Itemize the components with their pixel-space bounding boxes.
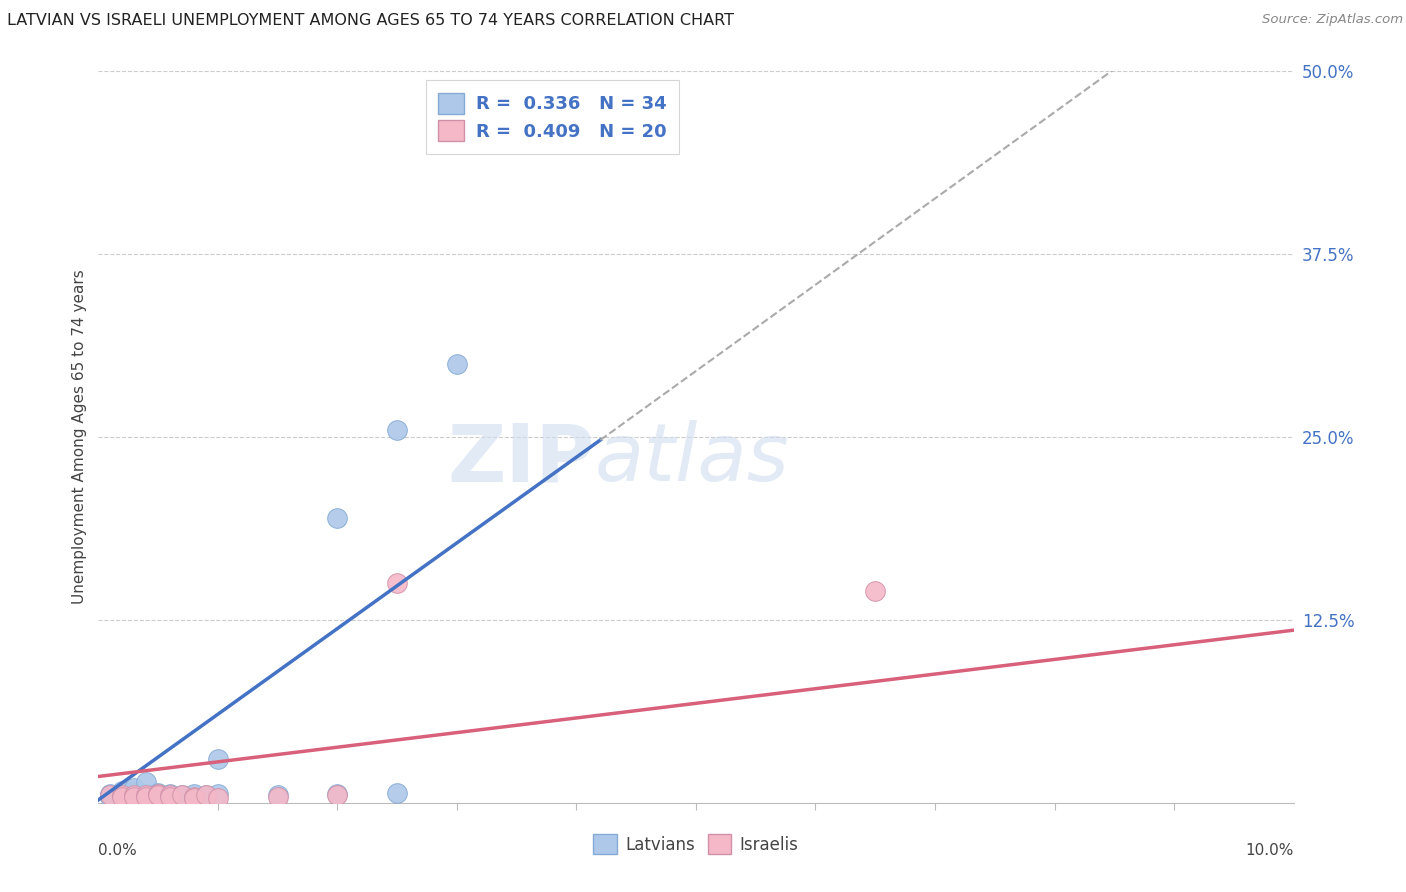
Point xyxy=(135,789,157,803)
Text: atlas: atlas xyxy=(595,420,789,498)
Point xyxy=(135,789,157,803)
Point xyxy=(98,787,122,801)
Legend: Latvians, Israelis: Latvians, Israelis xyxy=(586,828,806,860)
Point xyxy=(98,789,122,803)
Point xyxy=(111,789,134,803)
Point xyxy=(98,789,122,803)
Point xyxy=(148,786,170,800)
Text: 0.0%: 0.0% xyxy=(98,843,138,858)
Point xyxy=(111,789,134,804)
Point xyxy=(183,791,205,805)
Point xyxy=(207,791,229,805)
Point xyxy=(172,789,194,804)
Point xyxy=(446,357,468,371)
Point xyxy=(148,787,170,801)
Point xyxy=(385,423,409,437)
Point xyxy=(159,789,181,804)
Point xyxy=(124,789,146,804)
Point xyxy=(172,789,194,803)
Point xyxy=(124,781,146,796)
Point xyxy=(159,789,181,803)
Point xyxy=(124,789,146,803)
Point xyxy=(326,510,349,524)
Point xyxy=(111,789,134,803)
Point xyxy=(207,787,229,801)
Point xyxy=(111,789,134,804)
Point xyxy=(195,789,218,803)
Y-axis label: Unemployment Among Ages 65 to 74 years: Unemployment Among Ages 65 to 74 years xyxy=(72,269,87,605)
Point xyxy=(124,789,146,804)
Point xyxy=(326,789,349,803)
Point xyxy=(385,576,409,591)
Point xyxy=(183,787,205,801)
Point xyxy=(326,787,349,801)
Point xyxy=(195,789,218,803)
Point xyxy=(159,789,181,803)
Point xyxy=(865,583,887,598)
Point xyxy=(183,789,205,804)
Point xyxy=(135,789,157,804)
Point xyxy=(111,786,134,800)
Point xyxy=(98,789,122,804)
Point xyxy=(124,789,146,803)
Point xyxy=(267,789,290,803)
Text: LATVIAN VS ISRAELI UNEMPLOYMENT AMONG AGES 65 TO 74 YEARS CORRELATION CHART: LATVIAN VS ISRAELI UNEMPLOYMENT AMONG AG… xyxy=(7,13,734,29)
Point xyxy=(172,789,194,803)
Point xyxy=(159,787,181,801)
Text: Source: ZipAtlas.com: Source: ZipAtlas.com xyxy=(1263,13,1403,27)
Point xyxy=(135,775,157,789)
Point xyxy=(135,787,157,801)
Point xyxy=(148,789,170,803)
Point xyxy=(148,789,170,804)
Point xyxy=(148,787,170,801)
Point xyxy=(207,752,229,766)
Text: 10.0%: 10.0% xyxy=(1246,843,1294,858)
Text: ZIP: ZIP xyxy=(447,420,595,498)
Point xyxy=(124,787,146,801)
Point xyxy=(111,784,134,798)
Point xyxy=(124,784,146,798)
Point xyxy=(148,789,170,803)
Point xyxy=(135,789,157,804)
Point xyxy=(385,786,409,800)
Point xyxy=(267,789,290,804)
